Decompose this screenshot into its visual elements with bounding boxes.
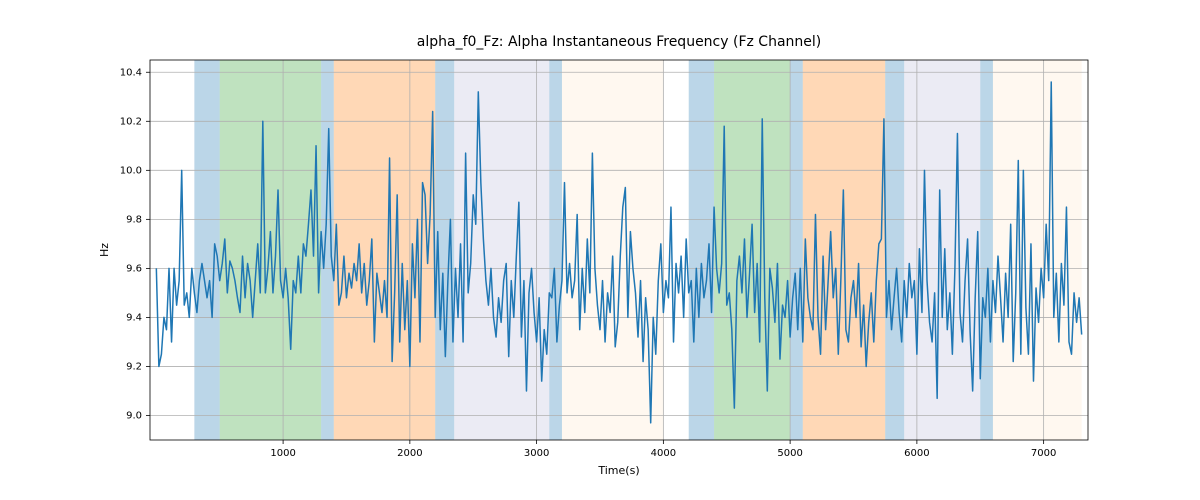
y-tick-label: 10.0 <box>120 165 142 176</box>
band <box>549 60 562 440</box>
y-tick-label: 9.4 <box>126 312 142 323</box>
band <box>885 60 904 440</box>
x-tick-label: 1000 <box>270 448 295 459</box>
x-tick-label: 2000 <box>397 448 422 459</box>
chart-container: 1000 2000 3000 4000 5000 6000 7000 9.0 9.2 9.4 9.6… <box>0 0 1200 500</box>
band <box>689 60 714 440</box>
x-tick-label: 7000 <box>1031 448 1056 459</box>
x-tick-label: 6000 <box>904 448 929 459</box>
y-tick-label: 10.4 <box>120 67 142 78</box>
band <box>454 60 549 440</box>
line-chart: 1000 2000 3000 4000 5000 6000 7000 9.0 9.2 9.4 9.6… <box>0 0 1200 500</box>
y-tick-label: 10.2 <box>120 116 142 127</box>
y-tick-label: 9.6 <box>126 263 142 274</box>
y-tick-label: 9.2 <box>126 361 142 372</box>
x-tick-label: 4000 <box>651 448 676 459</box>
y-ticks: 9.0 9.2 9.4 9.6 9.8 10.0 10.2 10.4 <box>120 67 150 421</box>
y-tick-label: 9.0 <box>126 410 142 421</box>
y-tick-label: 9.8 <box>126 214 142 225</box>
band <box>334 60 435 440</box>
y-axis-label: Hz <box>98 243 111 257</box>
band <box>904 60 980 440</box>
band <box>993 60 1082 440</box>
band <box>562 60 663 440</box>
x-tick-label: 5000 <box>777 448 802 459</box>
background-bands <box>194 60 1081 440</box>
x-tick-label: 3000 <box>524 448 549 459</box>
band <box>980 60 993 440</box>
band <box>790 60 803 440</box>
x-axis-label: Time(s) <box>597 464 639 477</box>
x-ticks: 1000 2000 3000 4000 5000 6000 7000 <box>270 440 1056 459</box>
chart-title: alpha_f0_Fz: Alpha Instantaneous Frequen… <box>417 34 821 50</box>
